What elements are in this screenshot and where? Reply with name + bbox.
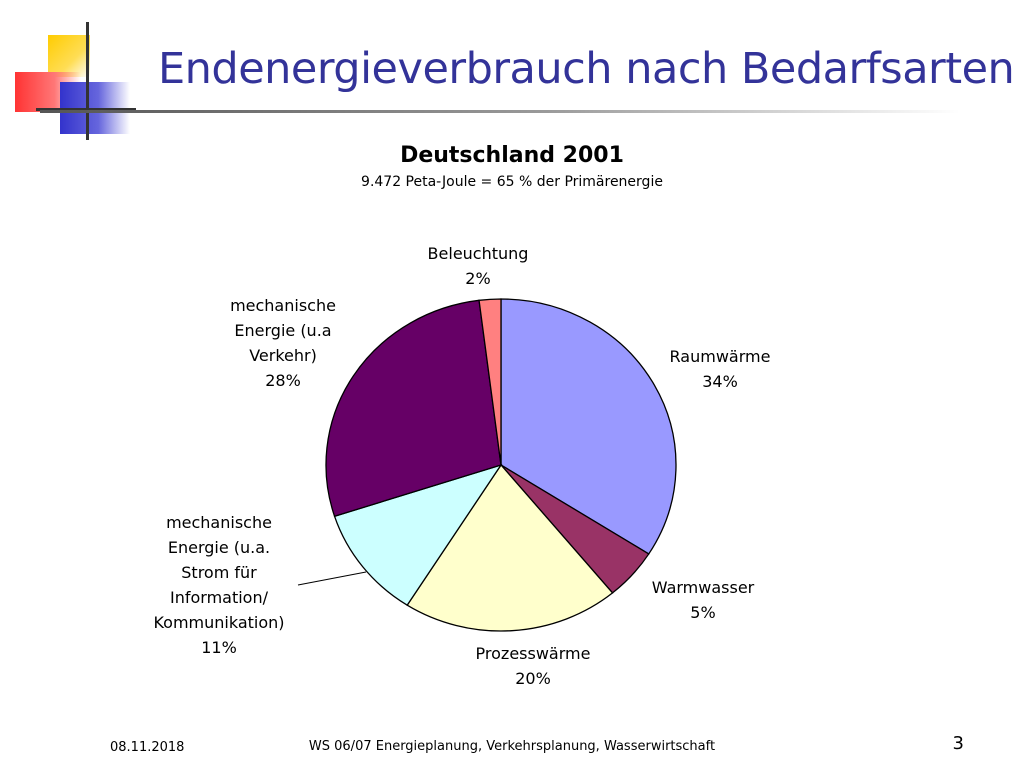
slice-label: Energie (u.a.	[168, 538, 270, 557]
slice-value-label: 2%	[465, 269, 490, 288]
slice-value-label: 5%	[690, 603, 715, 622]
slice-label: Warmwasser	[652, 578, 755, 597]
slice-label: Kommunikation)	[153, 613, 284, 632]
pie-slice	[478, 298, 502, 466]
slice-label: Strom für	[181, 563, 257, 582]
chart-subtitle: 9.472 Peta-Joule = 65 % der Primärenergi…	[361, 174, 663, 190]
slice-value-label: 28%	[265, 371, 301, 390]
slice-value-label: 11%	[201, 638, 237, 657]
chart-title: Deutschland 2001	[400, 143, 624, 168]
pie-slice	[325, 299, 502, 518]
footer-text: WS 06/07 Energieplanung, Verkehrsplanung…	[308, 739, 716, 754]
page-number: 3	[952, 733, 964, 754]
title-divider	[40, 110, 960, 113]
slice-label: Information/	[170, 588, 269, 607]
slice-label: Verkehr)	[249, 346, 317, 365]
slice-value-label: 20%	[515, 669, 551, 688]
footer-date: 08.11.2018	[110, 740, 185, 755]
slice-label: Prozesswärme	[476, 644, 591, 663]
slice-label: mechanische	[230, 296, 336, 315]
slice-label: mechanische	[166, 513, 272, 532]
logo-squares	[0, 0, 160, 150]
slice-label: Energie (u.a	[234, 321, 331, 340]
pie-slice	[406, 463, 614, 632]
pie-slice	[333, 463, 503, 607]
slide-title: Endenergieverbrauch nach Bedarfsarten	[158, 44, 1015, 94]
slice-label: Beleuchtung	[428, 244, 529, 263]
leader-line	[297, 571, 367, 586]
slice-value-label: 34%	[702, 372, 738, 391]
pie-slice	[500, 298, 677, 555]
slice-label: Raumwärme	[670, 347, 771, 366]
